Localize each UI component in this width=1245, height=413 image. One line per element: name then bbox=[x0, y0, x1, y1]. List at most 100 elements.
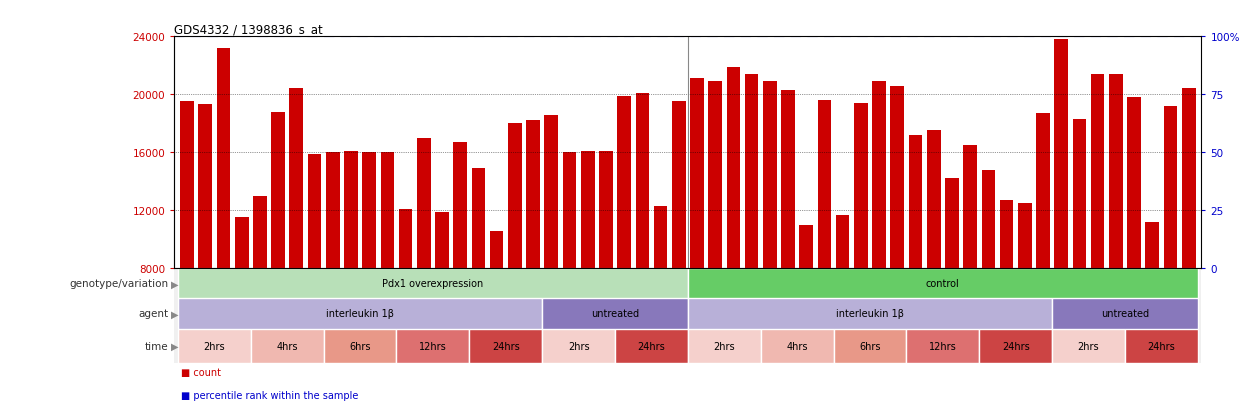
Bar bbox=[818, 101, 832, 268]
Text: 12hrs: 12hrs bbox=[420, 341, 447, 351]
Bar bbox=[909, 135, 923, 268]
Text: ■ percentile rank within the sample: ■ percentile rank within the sample bbox=[181, 390, 357, 400]
Bar bbox=[687, 329, 761, 363]
Bar bbox=[761, 329, 834, 363]
Bar bbox=[581, 152, 595, 268]
Bar bbox=[687, 268, 1198, 299]
Bar bbox=[181, 102, 194, 268]
Bar bbox=[469, 329, 542, 363]
Text: 24hrs: 24hrs bbox=[637, 341, 665, 351]
Bar bbox=[1036, 114, 1050, 268]
Bar bbox=[1109, 75, 1123, 268]
Bar bbox=[599, 152, 613, 268]
Bar bbox=[1018, 204, 1032, 268]
Text: 2hrs: 2hrs bbox=[1078, 341, 1099, 351]
Bar bbox=[1000, 201, 1013, 268]
Bar bbox=[906, 329, 980, 363]
Bar bbox=[290, 89, 303, 268]
Bar bbox=[326, 153, 340, 268]
Bar bbox=[178, 329, 250, 363]
Bar bbox=[690, 79, 703, 268]
Bar bbox=[635, 94, 649, 268]
Bar bbox=[1182, 89, 1195, 268]
Bar bbox=[980, 329, 1052, 363]
Bar bbox=[453, 143, 467, 268]
Bar bbox=[508, 124, 522, 268]
Bar bbox=[687, 299, 1052, 329]
Text: untreated: untreated bbox=[591, 309, 639, 319]
Bar bbox=[672, 102, 686, 268]
Bar bbox=[926, 131, 940, 268]
Text: 6hrs: 6hrs bbox=[859, 341, 880, 351]
Bar bbox=[178, 268, 687, 299]
Text: genotype/variation: genotype/variation bbox=[68, 279, 168, 289]
Text: 4hrs: 4hrs bbox=[787, 341, 808, 351]
Bar bbox=[799, 225, 813, 268]
Bar bbox=[781, 91, 794, 268]
Bar bbox=[527, 121, 540, 268]
Bar bbox=[1091, 75, 1104, 268]
Text: untreated: untreated bbox=[1101, 309, 1149, 319]
Bar bbox=[1055, 40, 1068, 268]
Text: 12hrs: 12hrs bbox=[929, 341, 956, 351]
Bar bbox=[1052, 299, 1198, 329]
Bar bbox=[834, 329, 906, 363]
Bar bbox=[178, 299, 542, 329]
Bar bbox=[271, 112, 285, 268]
Text: agent: agent bbox=[138, 309, 168, 319]
Text: interleukin 1β: interleukin 1β bbox=[326, 309, 395, 319]
Bar bbox=[381, 153, 395, 268]
Bar bbox=[396, 329, 469, 363]
Text: 24hrs: 24hrs bbox=[492, 341, 519, 351]
Text: Pdx1 overexpression: Pdx1 overexpression bbox=[382, 279, 483, 289]
Text: ▶: ▶ bbox=[171, 309, 178, 319]
Bar bbox=[235, 218, 249, 268]
Text: 24hrs: 24hrs bbox=[1148, 341, 1175, 351]
Bar bbox=[727, 68, 741, 268]
Bar bbox=[1052, 329, 1125, 363]
Bar bbox=[472, 169, 486, 268]
Bar bbox=[344, 152, 357, 268]
Bar bbox=[890, 86, 904, 268]
Bar bbox=[563, 153, 576, 268]
Text: ■ count: ■ count bbox=[181, 368, 220, 377]
Bar bbox=[1127, 98, 1140, 268]
Bar bbox=[654, 206, 667, 268]
Bar bbox=[745, 75, 758, 268]
Bar bbox=[253, 196, 266, 268]
Bar bbox=[945, 179, 959, 268]
Text: 2hrs: 2hrs bbox=[568, 341, 589, 351]
Bar bbox=[835, 215, 849, 268]
Bar bbox=[1073, 120, 1086, 268]
Bar bbox=[618, 97, 631, 268]
Bar bbox=[544, 115, 558, 268]
Bar bbox=[250, 329, 324, 363]
Bar bbox=[398, 209, 412, 268]
Text: 4hrs: 4hrs bbox=[276, 341, 298, 351]
Bar bbox=[542, 299, 687, 329]
Bar bbox=[308, 154, 321, 268]
Bar bbox=[1145, 222, 1159, 268]
Text: 6hrs: 6hrs bbox=[350, 341, 371, 351]
Bar bbox=[981, 170, 995, 268]
Bar bbox=[217, 49, 230, 268]
Bar bbox=[489, 231, 503, 268]
Text: 2hrs: 2hrs bbox=[203, 341, 225, 351]
Bar bbox=[1125, 329, 1198, 363]
Text: 24hrs: 24hrs bbox=[1002, 341, 1030, 351]
Bar bbox=[362, 153, 376, 268]
Bar bbox=[324, 329, 396, 363]
Text: control: control bbox=[926, 279, 960, 289]
Text: interleukin 1β: interleukin 1β bbox=[835, 309, 904, 319]
Text: GDS4332 / 1398836_s_at: GDS4332 / 1398836_s_at bbox=[174, 23, 322, 36]
Bar bbox=[873, 82, 886, 268]
Bar bbox=[708, 82, 722, 268]
Text: ▶: ▶ bbox=[171, 341, 178, 351]
Bar bbox=[542, 329, 615, 363]
Bar bbox=[615, 329, 687, 363]
Text: time: time bbox=[144, 341, 168, 351]
Bar bbox=[417, 138, 431, 268]
Bar bbox=[198, 105, 212, 268]
Bar bbox=[763, 82, 777, 268]
Text: 2hrs: 2hrs bbox=[713, 341, 735, 351]
